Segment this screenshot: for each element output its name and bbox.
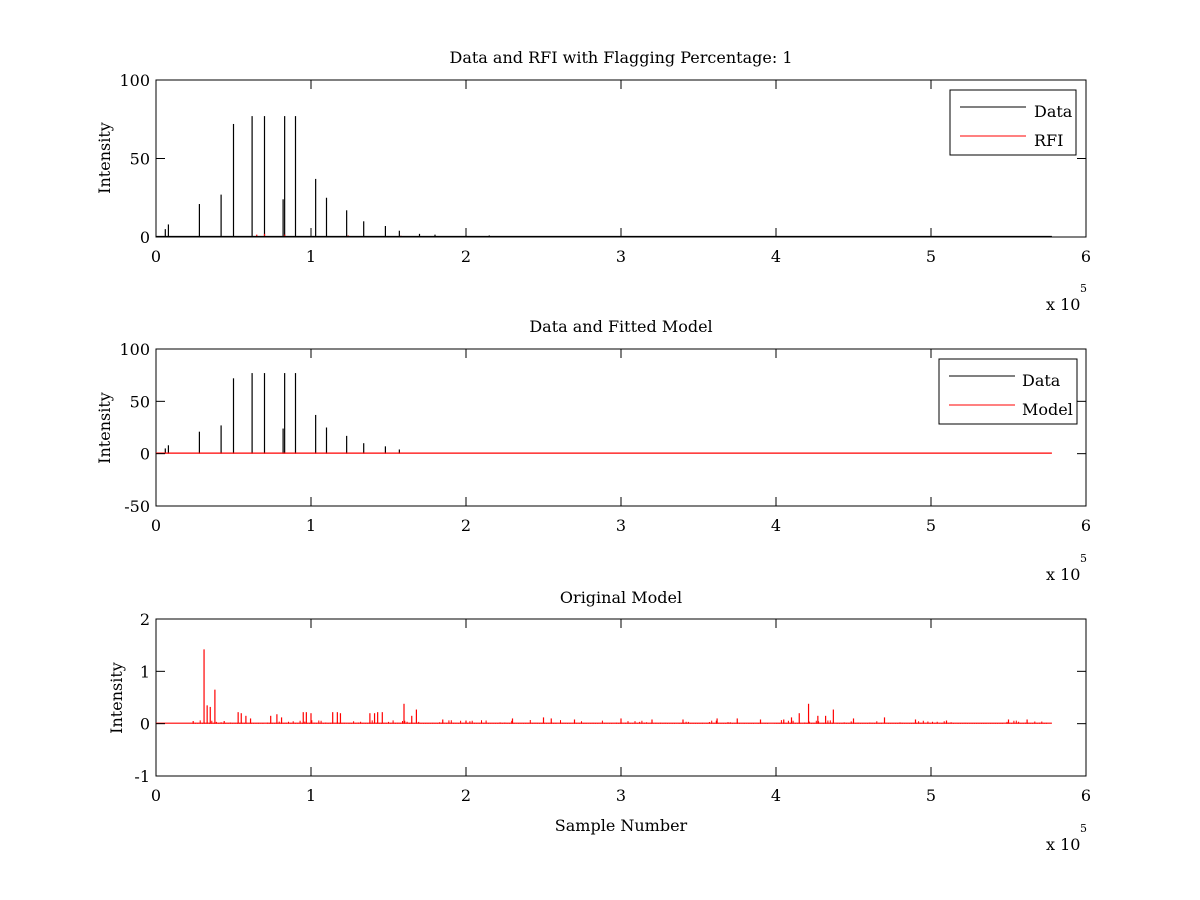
subplot-2-ytick-label: 0 [140, 445, 150, 464]
subplot-3-xtick-label: 4 [771, 786, 781, 805]
subplot-2-axes-box [155, 348, 1087, 507]
subplot-2-xtick-label: 2 [461, 516, 471, 535]
subplot-2-title: Data and Fitted Model [529, 317, 712, 336]
subplot-2-legend-box [938, 358, 1078, 425]
subplot-2-xtick-label: 4 [771, 516, 781, 535]
subplot-1-xtick-label: 4 [771, 247, 781, 266]
subplot-1-marks [156, 116, 1052, 238]
subplot-2-marks [156, 373, 1052, 454]
subplot-2-xtick-label: 1 [306, 516, 316, 535]
subplot-1-ytick-label: 100 [119, 71, 150, 90]
subplot-2-legend-model-label: Model [1022, 400, 1073, 419]
subplot-1-ytick-label: 50 [130, 150, 150, 169]
subplot-2-ytick-label: 50 [130, 392, 150, 411]
subplot-1-xtick-label: 5 [926, 247, 936, 266]
subplot-1-legend: Data RFI [949, 89, 1077, 156]
subplot-1-xtick-label: 0 [151, 247, 161, 266]
subplot-1-legend-rfi-label: RFI [1034, 131, 1063, 150]
subplot-3-axes-box [155, 618, 1087, 777]
subplot-2-xtick-label: 6 [1081, 516, 1091, 535]
subplot-3-ytick-label: 1 [140, 662, 150, 681]
subplot-3-ytick-label: 0 [140, 715, 150, 734]
subplot-3-xtick-label: 5 [926, 786, 936, 805]
subplot-3-ytick-label: 2 [140, 610, 150, 629]
subplot-1-title: Data and RFI with Flagging Percentage: 1 [449, 48, 792, 67]
subplot-2-ylabel: Intensity [95, 392, 114, 464]
subplot-2-ytick-label: 100 [119, 340, 150, 359]
subplot-1-x-exponent-base: x 10 [1046, 295, 1080, 314]
subplot-3-marks [156, 649, 1052, 724]
subplot-1-axes-box [155, 79, 1087, 238]
subplot-1-legend-data-label: Data [1034, 102, 1073, 121]
subplot-3-xtick-label: 3 [616, 786, 626, 805]
subplot-2-ytick-label: -50 [124, 497, 150, 516]
subplot-1-ticks: 0 1 2 3 4 5 6 0 50 100 [119, 71, 1091, 266]
subplot-3-title: Original Model [560, 588, 682, 607]
subplot-2-legend: Data Model [938, 358, 1078, 425]
subplot-1-ytick-label: 0 [140, 228, 150, 247]
subplot-2-legend-data-label: Data [1022, 371, 1061, 390]
subplot-3-xtick-label: 2 [461, 786, 471, 805]
subplot-3-ylabel: Intensity [107, 662, 126, 734]
subplot-1-x-exponent-power: 5 [1080, 282, 1087, 295]
subplot-2-xtick-label: 0 [151, 516, 161, 535]
subplot-3-x-exponent-base: x 10 [1046, 835, 1080, 854]
subplot-3-xlabel: Sample Number [555, 816, 688, 835]
subplot-2-x-exponent-power: 5 [1080, 552, 1087, 565]
subplot-2-xtick-label: 3 [616, 516, 626, 535]
subplot-3-xtick-label: 0 [151, 786, 161, 805]
subplot-3-x-exponent-power: 5 [1080, 822, 1087, 835]
subplot-1-xtick-label: 6 [1081, 247, 1091, 266]
subplot-1: 0 1 2 3 4 5 6 0 50 100 Data and RFI with Flagging… [95, 48, 1091, 314]
subplot-2-xtick-label: 5 [926, 516, 936, 535]
subplot-1-ylabel: Intensity [95, 122, 114, 194]
subplot-1-legend-box [949, 89, 1077, 156]
subplot-2-x-exponent-base: x 10 [1046, 565, 1080, 584]
subplot-3-xtick-label: 1 [306, 786, 316, 805]
subplot-1-xtick-label: 3 [616, 247, 626, 266]
subplot-1-xtick-label: 2 [461, 247, 471, 266]
subplot-3-xtick-label: 6 [1081, 786, 1091, 805]
subplot-1-xtick-label: 1 [306, 247, 316, 266]
subplot-3-ytick-label: -1 [134, 767, 150, 786]
